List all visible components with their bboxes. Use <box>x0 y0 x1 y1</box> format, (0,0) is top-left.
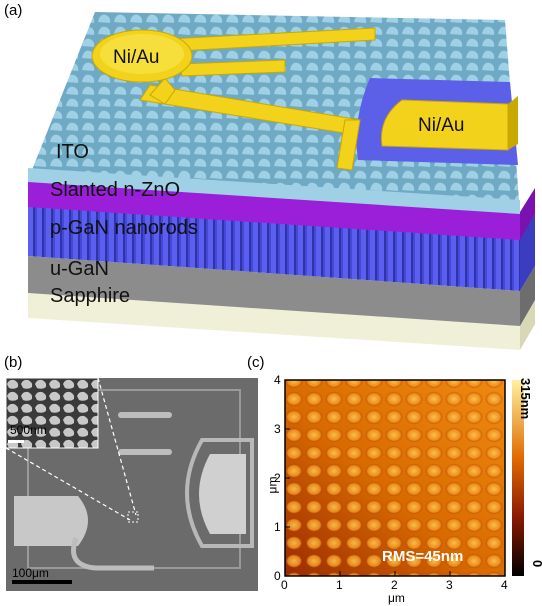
ugan-label: u-GaN <box>50 258 109 280</box>
afm-xtick-4: 4 <box>501 578 508 592</box>
colorbar-min-label: 0 <box>530 560 542 568</box>
pgan-nanorods <box>28 205 520 291</box>
device-schematic: Ni/Au Ni/Au ITO Slanted n-ZnO p-GaN nano… <box>28 12 535 350</box>
zno-side <box>520 188 535 240</box>
scale-inset-label: 500nm <box>10 423 47 437</box>
afm-xtick-3: 3 <box>446 578 453 592</box>
contact-left-label: Ni/Au <box>113 47 159 68</box>
afm-ytick-2: 2 <box>274 471 281 485</box>
afm-ytick-1: 1 <box>274 520 281 534</box>
rms-label: RMS=45nm <box>382 548 464 565</box>
right-contact-pad <box>380 99 509 151</box>
sem-image <box>6 378 258 591</box>
ugan-side <box>520 266 535 326</box>
afm-ytick-3: 3 <box>274 422 281 436</box>
panel-c-label: (c) <box>247 354 265 371</box>
afm-xtick-2: 2 <box>391 578 398 592</box>
afm-xtick-0: 0 <box>281 578 288 592</box>
ito-front-edge <box>28 168 520 214</box>
zno-label: Slanted n-ZnO <box>50 179 180 201</box>
afm-ytick-4: 4 <box>274 373 281 387</box>
sapphire-front <box>28 293 520 350</box>
sapphire-label: Sapphire <box>50 285 130 307</box>
colorbar-max-label: 315nm <box>518 378 533 420</box>
zno-layer <box>28 180 520 240</box>
ito-label: ITO <box>56 141 89 163</box>
sapphire-side <box>520 300 535 350</box>
panel-b-label: (b) <box>4 354 23 371</box>
left-contact-electrode <box>139 27 376 171</box>
scale-main-label: 100μm <box>12 566 49 580</box>
afm-xlabel: μm <box>388 591 405 605</box>
pgan-label: p-GaN nanorods <box>50 217 198 239</box>
panel-a-label: (a) <box>4 2 23 19</box>
afm-xtick-1: 1 <box>336 578 343 592</box>
colorbar <box>512 380 524 576</box>
afm-ylabel: μm <box>265 476 280 494</box>
sem-inset <box>6 378 99 449</box>
afm-ytick-0: 0 <box>274 569 281 583</box>
ugan-front <box>28 256 520 326</box>
afm-map <box>284 379 524 577</box>
contact-right-label: Ni/Au <box>418 115 464 136</box>
